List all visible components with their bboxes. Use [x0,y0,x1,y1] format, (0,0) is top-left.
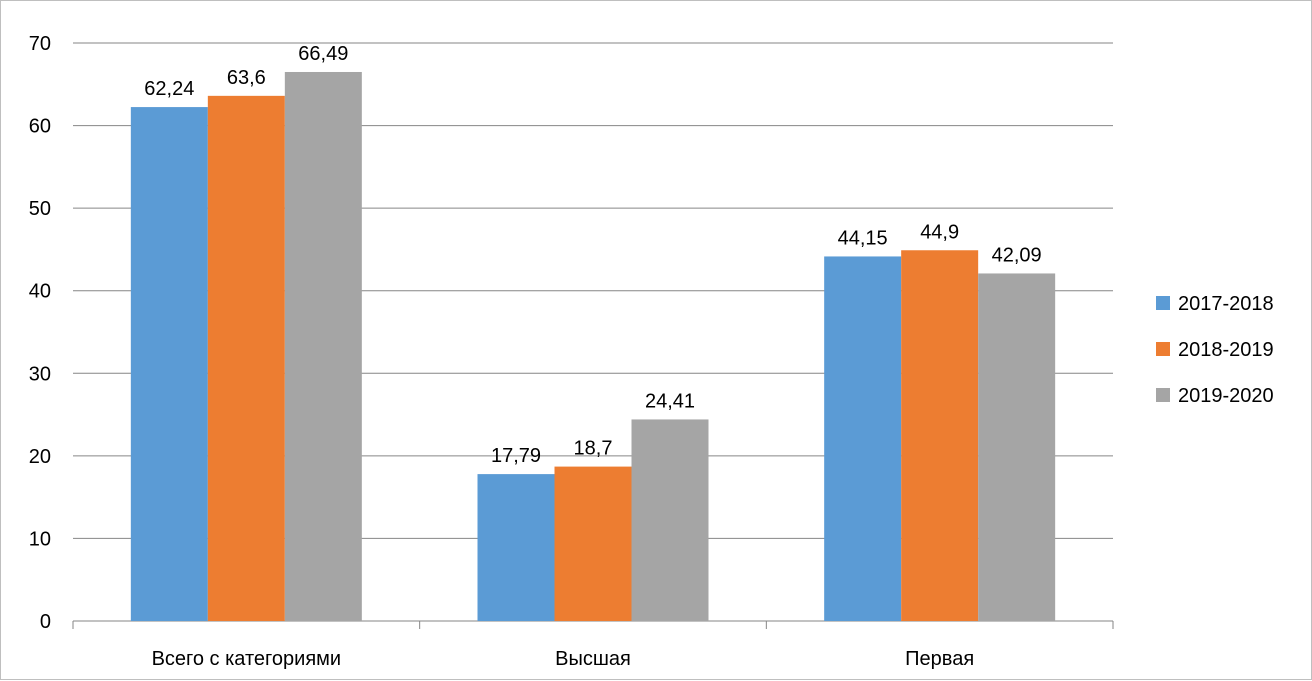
data-label: 66,49 [298,43,348,65]
data-label: 17,79 [491,445,541,467]
data-labels: 62,24 63,6 66,49 17,79 18,7 24,41 44,15 44,9 42,… [144,43,1041,467]
x-tick-label: Первая [905,648,974,670]
bar [631,419,709,621]
bar [477,474,555,621]
legend-swatch [1156,342,1170,356]
bar [284,71,362,622]
x-tick-label: Всего с категориями [152,648,342,670]
legend-swatch [1156,296,1170,310]
bar [207,95,285,622]
bar [130,107,208,621]
bar [978,273,1056,621]
bar [824,256,902,621]
y-tick-label: 30 [29,363,51,385]
data-label: 42,09 [992,244,1042,266]
data-label: 44,15 [838,227,888,249]
data-label: 62,24 [144,78,194,100]
data-label: 63,6 [227,67,266,89]
x-tick-label: Высшая [555,648,631,670]
legend-label: 2019-2020 [1178,385,1274,407]
data-label: 44,9 [920,221,959,243]
legend-swatch [1156,388,1170,402]
legend-label: 2018-2019 [1178,339,1274,361]
y-tick-label: 50 [29,198,51,220]
data-label: 24,41 [645,390,695,412]
legend-label: 2017-2018 [1178,293,1274,315]
legend: 2017-2018 2018-2019 2019-2020 [1156,293,1274,407]
data-label: 18,7 [574,438,613,460]
bar [901,250,979,622]
y-tick-label: 10 [29,528,51,550]
y-tick-label: 0 [40,611,51,633]
axes: 0 10 20 30 40 50 60 70 Всего с категориями Высшая… [29,33,1114,670]
bars [130,71,1056,622]
bar [554,466,632,621]
y-tick-label: 70 [29,33,51,55]
y-tick-label: 40 [29,281,51,303]
y-tick-label: 20 [29,446,51,468]
y-tick-label: 60 [29,116,51,138]
